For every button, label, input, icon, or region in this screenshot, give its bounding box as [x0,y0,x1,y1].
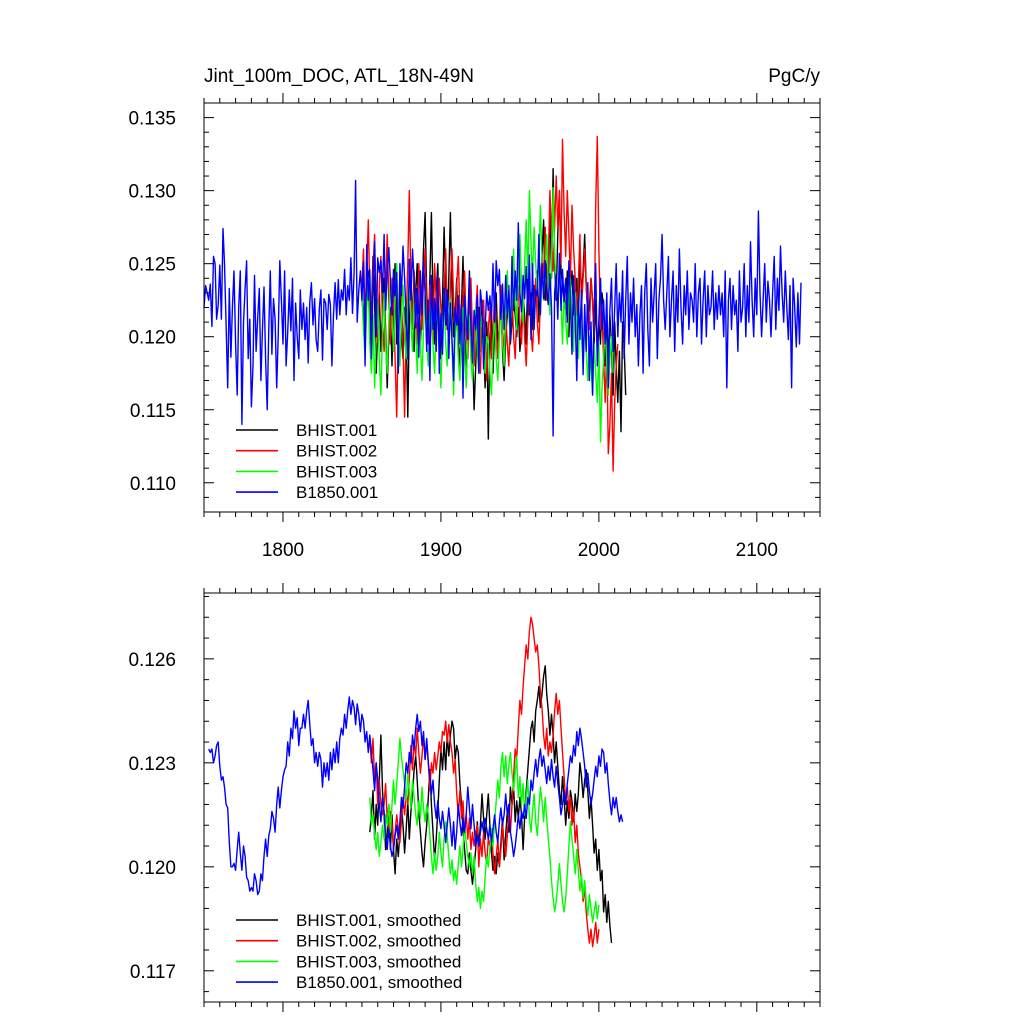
bottom-chart-y-tick-label: 0.123 [128,754,176,775]
top-chart-y-tick-label: 0.115 [130,401,176,422]
top-chart-series-line-1 [361,135,619,472]
top-chart-axes: 1800 1900 2000 2100 0.110 0.115 0.120 0.125 0.13… [128,93,821,561]
bottom-chart: 0.117 0.120 0.123 0.126 BHIST.001, smoothed… [128,583,821,1012]
top-chart-legend-label-0: BHIST.001 [296,421,377,440]
top-chart-y-tick-label: 0.110 [130,474,176,495]
top-chart: 1800 1900 2000 2100 0.110 0.115 0.120 0.125 0.13… [128,93,821,561]
bottom-chart-series-layer [208,616,624,948]
top-chart-units: PgC/y [768,66,820,87]
top-chart-legend-label-2: BHIST.003 [296,462,377,481]
bottom-chart-y-tick-label: 0.120 [128,858,176,879]
top-chart-series-line-2 [361,186,614,443]
top-chart-y-tick-label: 0.130 [128,182,176,203]
bottom-chart-legend-label-1: BHIST.002, smoothed [296,932,461,951]
top-chart-x-tick-label: 2100 [736,540,778,561]
top-chart-title: Jint_100m_DOC, ATL_18N-49N [204,66,474,87]
top-chart-y-tick-label: 0.135 [128,109,176,130]
bottom-chart-series-line-1 [369,616,600,948]
bottom-chart-legend-label-0: BHIST.001, smoothed [296,911,461,930]
top-chart-series-line-3 [203,179,802,437]
top-chart-legend-label-3: B1850.001 [296,483,378,502]
bottom-chart-series-line-3 [208,696,624,896]
bottom-chart-legend-label-2: BHIST.003, smoothed [296,952,461,971]
top-chart-y-tick-label: 0.125 [128,255,176,276]
top-chart-legend-label-1: BHIST.002 [296,442,377,461]
bottom-chart-frame [203,592,821,1003]
bottom-chart-series-line-2 [369,737,600,923]
top-chart-series-layer [203,135,802,472]
top-chart-x-tick-label: 1900 [420,540,462,561]
bottom-chart-legend-label-3: B1850.001, smoothed [296,973,462,992]
bottom-chart-y-tick-label: 0.126 [128,650,176,671]
top-chart-x-tick-label: 1800 [262,540,304,561]
bottom-chart-y-tick-label: 0.117 [130,962,176,983]
top-chart-y-tick-label: 0.120 [128,328,176,349]
bottom-chart-legend: BHIST.001, smoothed BHIST.002, smoothedBH… [236,911,462,992]
top-chart-x-tick-label: 2000 [578,540,620,561]
bottom-chart-axes: 0.117 0.120 0.123 0.126 [128,583,821,1012]
